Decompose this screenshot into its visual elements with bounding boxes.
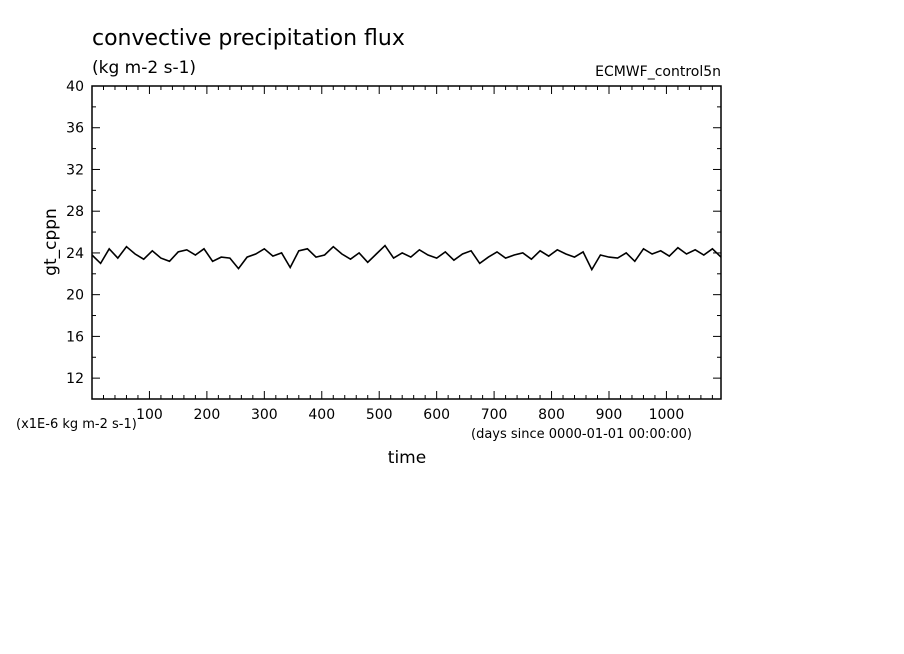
chart-subtitle: (kg m-2 s-1) <box>92 58 196 78</box>
y-tick-label: 24 <box>66 246 84 262</box>
x-tick-label: 1000 <box>649 407 685 423</box>
chart-source-label: ECMWF_control5n <box>595 64 721 80</box>
x-axis-label: time <box>388 448 426 468</box>
y-axis-label: gt_cppn <box>41 208 61 276</box>
y-tick-label: 32 <box>66 162 84 178</box>
series-line <box>91 244 722 272</box>
chart-title: convective precipitation flux <box>92 26 405 51</box>
x-axis-ticks: 100 200 300 400 500 600 700 800 900 1000 <box>102 86 713 423</box>
x-tick-label: 300 <box>251 407 278 423</box>
y-tick-label: 40 <box>66 79 84 95</box>
x-tick-label: 400 <box>308 407 335 423</box>
x-tick-label: 500 <box>366 407 393 423</box>
x-tick-label: 200 <box>194 407 221 423</box>
x-tick-label: 100 <box>136 407 163 423</box>
x-tick-label: 700 <box>481 407 508 423</box>
y-axis-units: (x1E-6 kg m-2 s-1) <box>16 417 137 432</box>
plot-frame <box>91 85 722 400</box>
y-axis-ticks: 12 16 20 24 28 32 36 40 <box>66 79 721 387</box>
x-axis-units: (days since 0000-01-01 00:00:00) <box>471 427 692 442</box>
y-tick-label: 36 <box>66 121 84 137</box>
y-tick-label: 16 <box>66 329 84 345</box>
x-tick-label: 900 <box>596 407 623 423</box>
y-tick-label: 20 <box>66 288 84 304</box>
y-tick-label: 12 <box>66 371 84 387</box>
x-tick-label: 800 <box>538 407 565 423</box>
y-tick-label: 28 <box>66 204 84 220</box>
x-tick-label: 600 <box>423 407 450 423</box>
